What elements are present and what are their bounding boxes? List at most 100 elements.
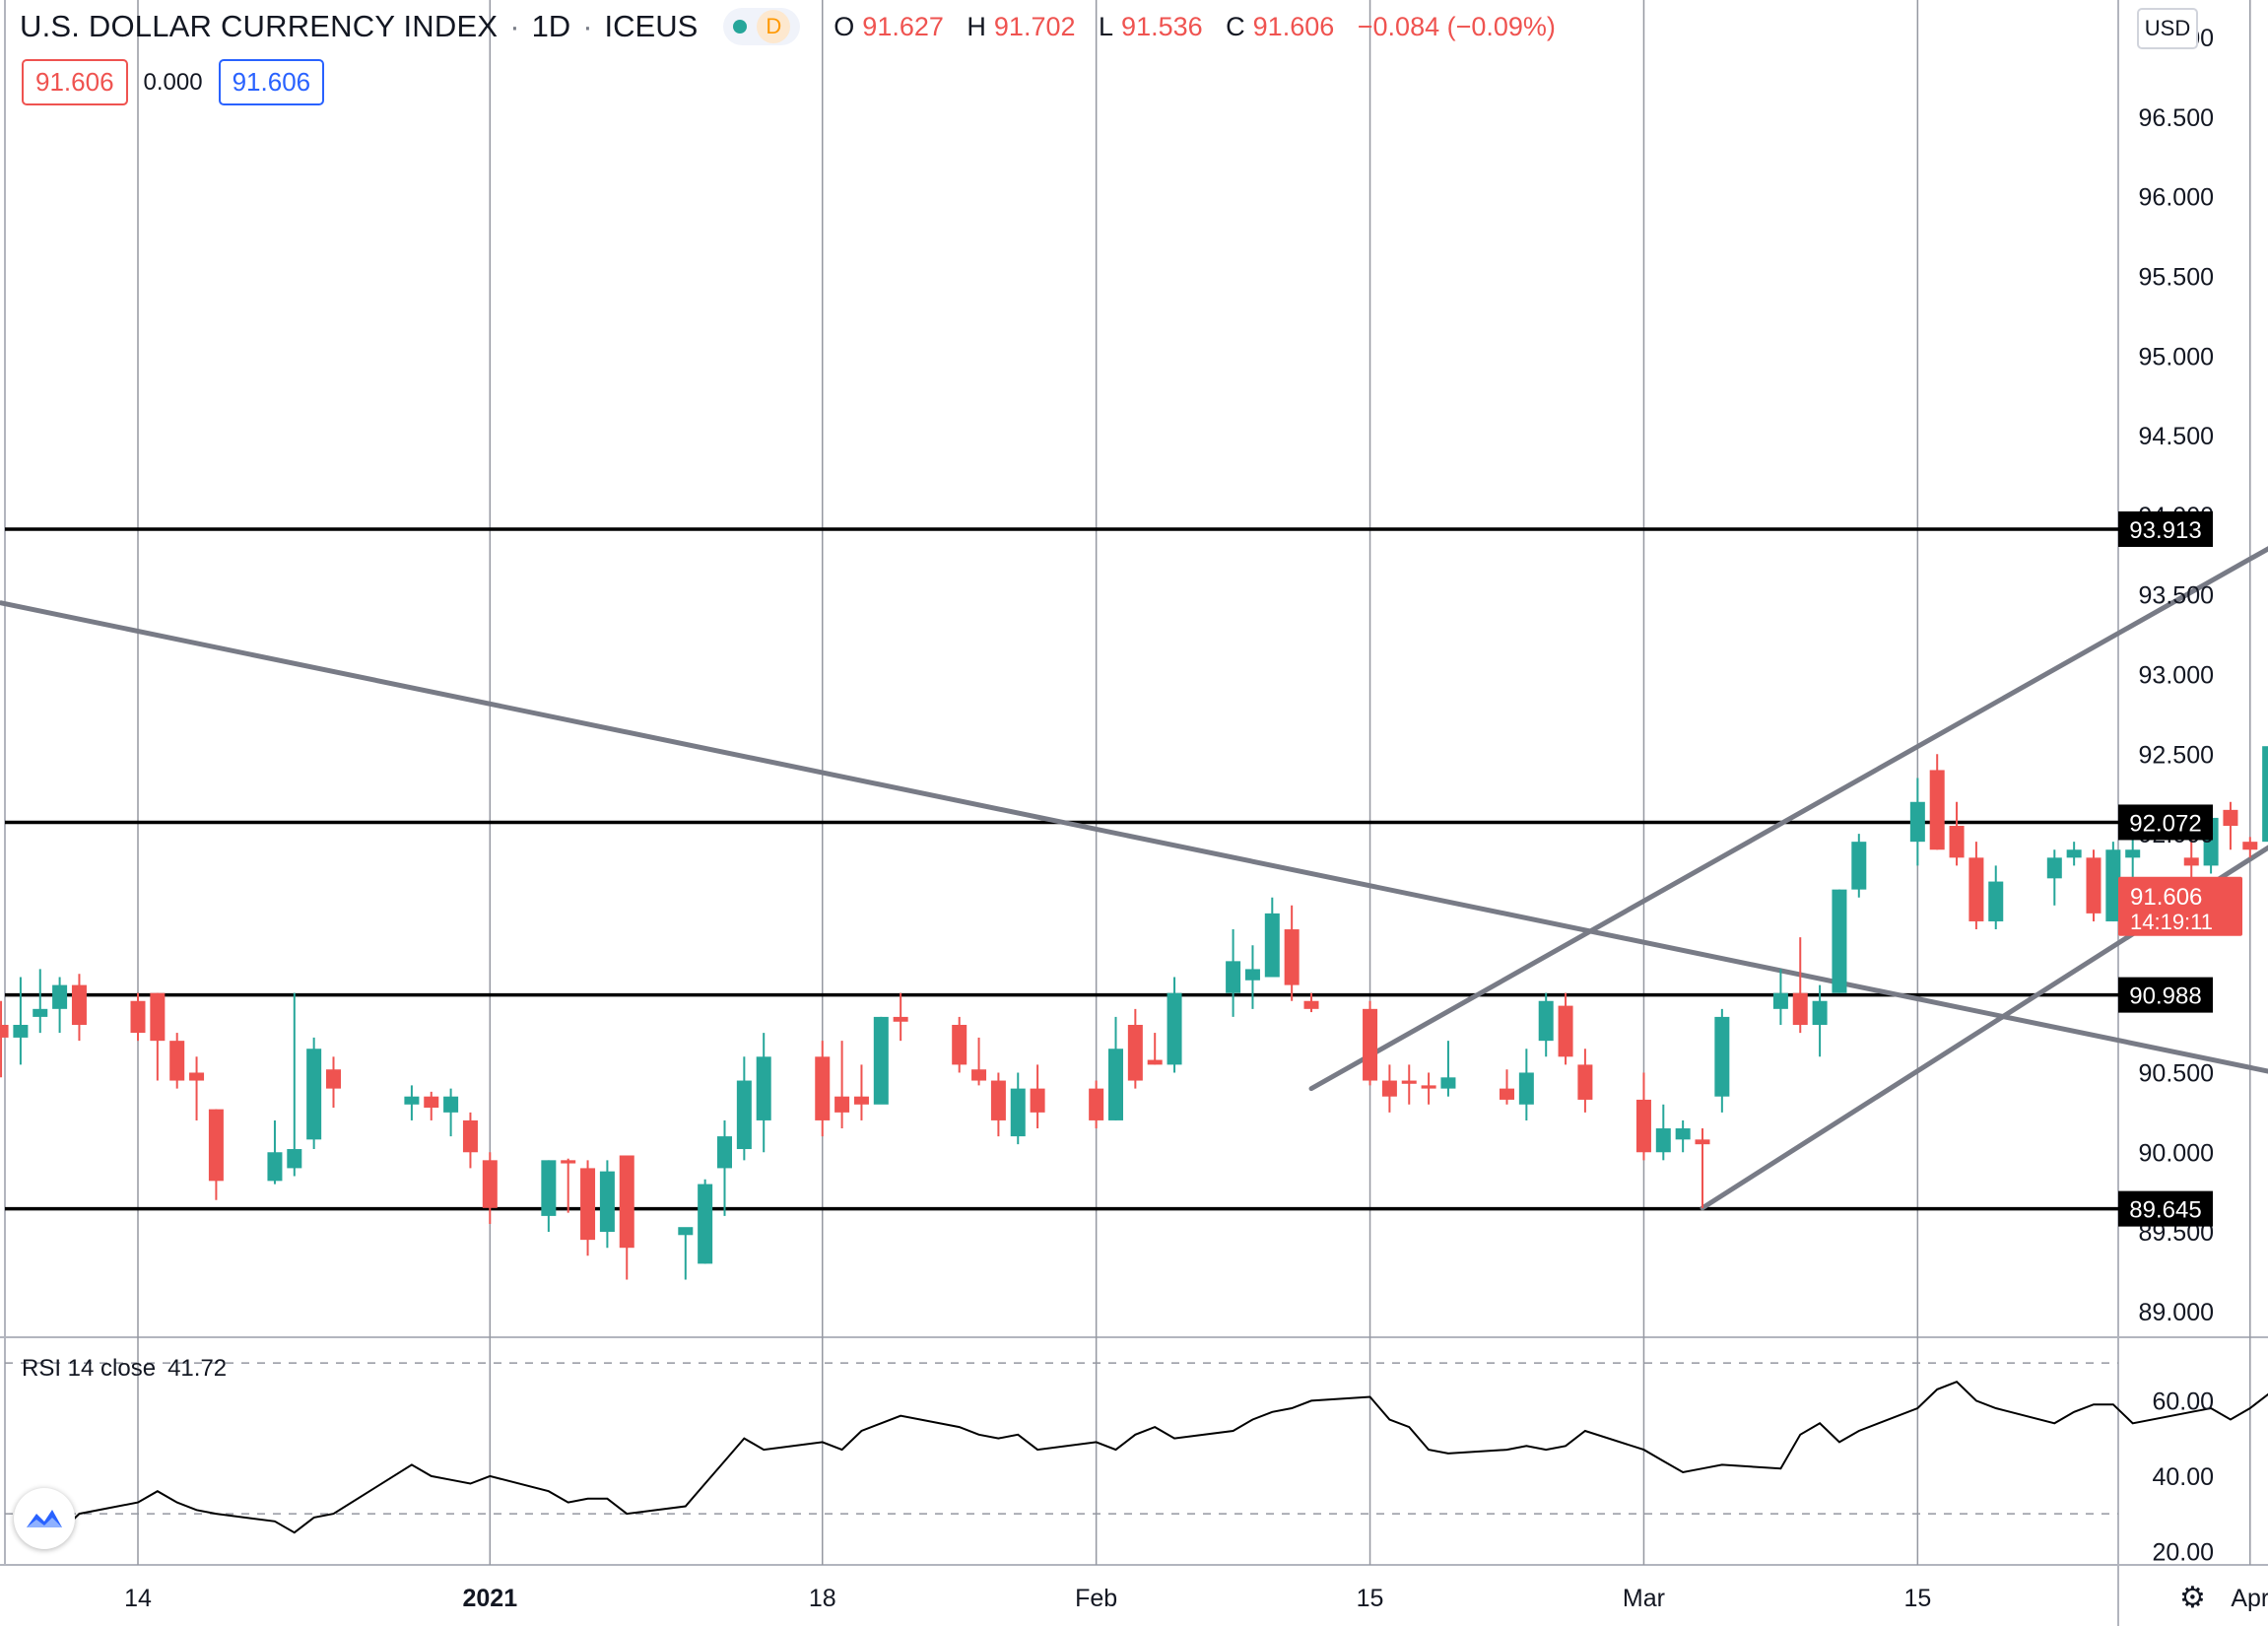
level-price-label: 92.072: [2129, 810, 2201, 837]
buy-price-button[interactable]: 91.606: [218, 59, 325, 105]
candle-body: [1635, 1099, 1651, 1153]
trendlines: [0, 546, 2268, 1211]
time-tick-label: Feb: [1075, 1585, 1117, 1612]
candle-body: [2125, 849, 2141, 858]
chart-legend: U.S. DOLLAR CURRENCY INDEX · 1D · ICEUS …: [20, 8, 1564, 45]
candle: [404, 1085, 420, 1120]
candle: [580, 1160, 596, 1256]
candle-body: [599, 1171, 615, 1233]
candle-body: [33, 1008, 48, 1017]
candle-body: [443, 1096, 459, 1113]
candle-body: [1851, 842, 1867, 890]
price-axis: 97.00096.50096.00095.50095.00094.50094.0…: [2118, 25, 2242, 1566]
candle-body: [1440, 1077, 1456, 1089]
price-tick-label: 95.000: [2139, 343, 2214, 371]
candle-body: [1655, 1128, 1671, 1153]
rsi-tick-label: 60.00: [2152, 1388, 2214, 1415]
candle: [1421, 1072, 1436, 1105]
candle: [756, 1033, 771, 1153]
level-price-tag: [2118, 1190, 2213, 1227]
candle-body: [2223, 809, 2238, 827]
candle: [893, 992, 908, 1042]
candle: [815, 1041, 831, 1137]
legend-separator: ·: [582, 9, 593, 43]
candle-body: [1401, 1080, 1417, 1084]
trendline: [0, 600, 2268, 1074]
open-value: 91.627: [862, 11, 944, 41]
candle-body: [1675, 1128, 1691, 1140]
candle: [1030, 1064, 1045, 1129]
candle-body: [971, 1069, 987, 1081]
candle-body: [1421, 1085, 1436, 1089]
rsi-legend[interactable]: RSI 14 close 41.72: [22, 1355, 227, 1383]
candle: [189, 1056, 205, 1120]
candle: [1949, 801, 1965, 866]
open-label: O: [834, 11, 855, 41]
candle: [1968, 842, 1984, 930]
tradingview-logo-icon[interactable]: [14, 1488, 75, 1549]
candle: [698, 1179, 713, 1264]
rsi-value: 41.72: [167, 1355, 228, 1382]
candle: [443, 1088, 459, 1137]
candle-body: [1363, 1008, 1378, 1081]
candle: [33, 969, 48, 1034]
trendline: [1700, 845, 2268, 1211]
candle-body: [1518, 1072, 1534, 1105]
candle: [1147, 1033, 1163, 1065]
price-tick-label: 95.500: [2139, 264, 2214, 292]
candle-body: [1108, 1049, 1123, 1120]
candle-body: [189, 1072, 205, 1081]
candle: [873, 1016, 889, 1105]
candle: [1440, 1041, 1456, 1097]
candle: [1226, 929, 1241, 1017]
sell-price-button[interactable]: 91.606: [22, 59, 128, 105]
legend-separator: ·: [509, 9, 520, 43]
candle-body: [169, 1041, 185, 1081]
candle: [717, 1119, 732, 1216]
high-value: 91.702: [993, 11, 1076, 41]
candle: [599, 1160, 615, 1249]
candle-body: [2183, 857, 2199, 866]
candle: [834, 1041, 850, 1129]
candle: [482, 1152, 498, 1224]
candle: [1558, 992, 1573, 1065]
candle: [306, 1037, 322, 1150]
level-price-tag: [2118, 510, 2213, 547]
level-price-tag: [2118, 804, 2213, 841]
candle: [287, 992, 302, 1177]
candle-body: [13, 1024, 29, 1038]
candle: [2086, 849, 2101, 921]
candle-body: [580, 1168, 596, 1241]
symbol-title[interactable]: U.S. DOLLAR CURRENCY INDEX: [20, 9, 499, 43]
interval-label[interactable]: 1D: [531, 9, 571, 43]
candle: [71, 974, 87, 1042]
candle-body: [2046, 857, 2062, 879]
candle: [1538, 992, 1554, 1057]
candle-body: [893, 1016, 908, 1022]
candle-body: [756, 1056, 771, 1120]
candle: [1635, 1072, 1651, 1161]
candle: [619, 1155, 634, 1280]
exchange-label: ICEUS: [604, 9, 699, 43]
horizontal-levels: [5, 527, 2118, 1211]
candle-body: [1167, 992, 1182, 1065]
candle-body: [1577, 1064, 1593, 1100]
candle-body: [541, 1160, 557, 1216]
market-status-pill[interactable]: D: [723, 8, 801, 45]
candle: [169, 1033, 185, 1089]
candle-body: [1147, 1059, 1163, 1065]
currency-button[interactable]: USD: [2137, 8, 2198, 49]
candle-body: [2086, 857, 2101, 914]
candle-body: [717, 1136, 732, 1169]
trade-boxes: 91.606 0.000 91.606: [22, 59, 325, 105]
gear-icon[interactable]: ⚙: [2179, 1582, 2206, 1614]
candle-body: [1988, 881, 2004, 921]
candle-body: [1832, 889, 1847, 993]
change-value: −0.084 (−0.09%): [1357, 11, 1556, 41]
candle: [267, 1119, 283, 1185]
candle: [0, 1000, 9, 1078]
candle: [1284, 905, 1300, 1001]
candle: [1264, 897, 1280, 978]
candle-body: [834, 1096, 850, 1113]
